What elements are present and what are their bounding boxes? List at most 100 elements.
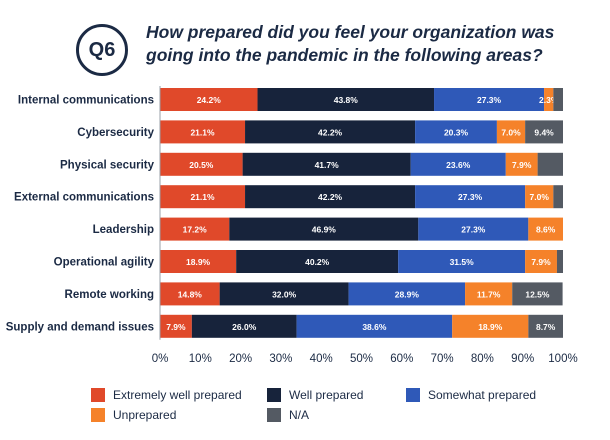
chart-title: How prepared did you feel your organizat… [146,21,586,67]
bar-segment [191,314,297,338]
legend-label: N/A [289,408,310,422]
bar-segment [496,120,526,144]
legend-swatch [267,388,281,402]
bar-segment [525,120,563,144]
data-label: 7.0% [530,192,550,202]
data-label: 12.5% [525,289,550,299]
data-label: 26.0% [232,322,257,332]
bar-segment [528,217,563,241]
data-label: 27.3% [477,95,502,105]
data-label: 28.9% [395,289,420,299]
data-label: 31.5% [450,257,475,267]
x-tick-label: 30% [269,353,292,365]
data-label: 23.6% [446,160,471,170]
data-label: 7.9% [166,322,186,332]
bar-segment [245,185,416,209]
bar-segment [219,282,349,306]
legend-item: Somewhat prepared [406,388,536,402]
data-label: 9.4% [534,127,554,137]
data-label: 7.0% [501,127,521,137]
bar-segment [160,250,237,273]
x-tick-label: 20% [229,353,252,365]
data-label: 8.6% [536,225,556,235]
data-label: 20.3% [444,127,469,137]
bar-segment [160,217,230,241]
bar-segment [537,152,563,176]
data-label: 27.3% [458,192,483,202]
bar-segment [553,185,563,209]
data-label: 2.3% [539,95,559,105]
category-label: Cybersecurity [77,127,154,139]
bar-segment [512,282,563,306]
bar-segment [415,120,497,144]
bar-segment [556,250,563,273]
x-tick-label: 10% [189,353,212,365]
bar-segment [452,314,529,338]
bar-segment [434,88,545,111]
bar-segment [160,120,246,144]
question-number: Q6 [88,38,116,61]
bar-segment [160,282,220,306]
data-label: 7.9% [512,160,532,170]
bar-segment [528,314,563,338]
data-label: 41.7% [315,160,340,170]
chart-title-line-2: going into the pandemic in the following… [146,45,543,65]
chart-title-line-1: How prepared did you feel your organizat… [146,22,555,42]
bar-segment [418,217,529,241]
data-label: 27.3% [461,225,486,235]
x-tick-label: 50% [350,353,373,365]
bar-segment [553,88,563,111]
category-label: Operational agility [54,257,155,269]
data-label: 24.2% [197,95,222,105]
question-badge: Q6 [76,24,128,76]
data-label: 21.1% [190,192,215,202]
category-label: Internal communications [18,95,154,107]
category-label: External communications [14,192,154,204]
data-label: 46.9% [312,225,337,235]
legend-label: Somewhat prepared [428,388,537,402]
legend-item: N/A [267,408,309,422]
bar-segment [415,185,526,209]
legend-label: Well prepared [289,388,364,402]
x-tick-label: 90% [511,353,534,365]
legend-swatch [91,408,105,422]
bar-segment [296,314,453,338]
x-tick-label: 70% [431,353,454,365]
bar-segment [160,152,243,176]
bar-segment [160,314,192,338]
bar-segment [236,250,399,273]
x-tick-label: 60% [390,353,413,365]
bar-segment [525,250,557,273]
bar-segment [245,120,416,144]
data-label: 21.1% [190,127,215,137]
bar-segment [160,185,246,209]
legend-item: Extremely well prepared [91,388,242,402]
legend-label: Extremely well prepared [113,388,242,402]
legend-swatch [91,388,105,402]
x-tick-label: 0% [152,353,169,365]
category-label: Remote working [65,289,154,301]
category-label: Leadership [93,224,154,236]
data-label: 8.7% [536,322,556,332]
data-label: 14.8% [178,289,203,299]
data-label: 11.7% [477,289,501,299]
x-tick-label: 100% [548,353,577,365]
data-label: 18.9% [186,257,211,267]
legend-swatch [267,408,281,422]
bar-segment [465,282,513,306]
legend-swatch [406,388,420,402]
data-label: 43.8% [334,95,359,105]
bar-segment [257,88,435,111]
legend-item: Well prepared [267,388,363,402]
data-label: 42.2% [318,127,343,137]
bar-segment [525,185,554,209]
data-label: 17.2% [183,225,208,235]
category-label: Supply and demand issues [6,321,154,333]
data-label: 38.6% [362,322,387,332]
data-label: 20.5% [189,160,214,170]
bar-segment [348,282,466,306]
bar-segment [544,88,554,111]
data-label: 18.9% [478,322,503,332]
legend-label: Unprepared [113,408,177,422]
